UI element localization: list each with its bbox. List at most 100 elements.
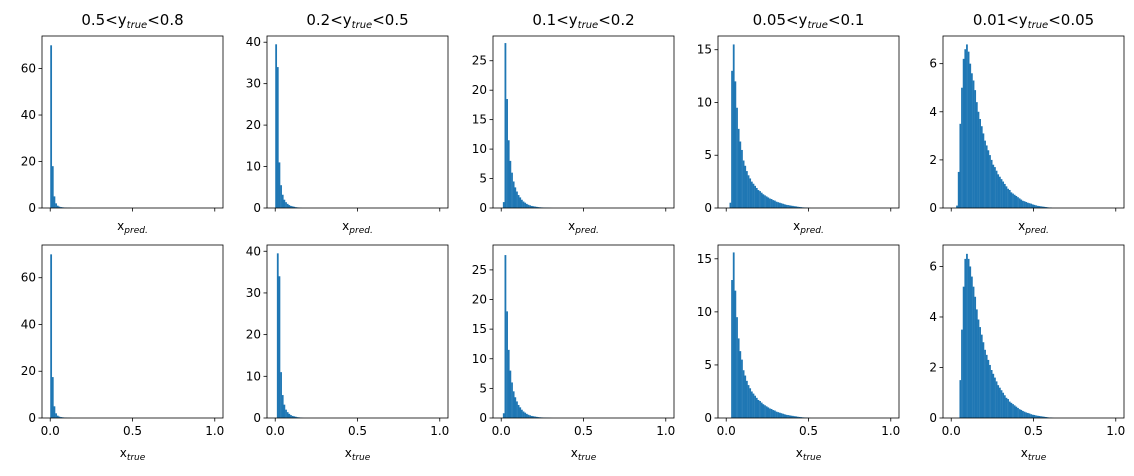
histogram-bar [1019, 198, 1021, 208]
histogram-bar [999, 177, 1001, 208]
histogram-bar [528, 415, 530, 418]
histogram-bar [1004, 184, 1006, 208]
histogram-bar [529, 415, 531, 418]
x-axis-label: xpred. [568, 219, 599, 236]
histogram-bar [987, 360, 989, 418]
y-tick-label: 5 [479, 381, 487, 395]
histogram-bar [511, 173, 513, 208]
histogram-bar [971, 73, 973, 208]
histogram-bar [1015, 407, 1017, 418]
subplot-title: 0.01<ytrue<0.05 [973, 11, 1094, 31]
histogram-bar [979, 119, 981, 208]
x-axis-label-base: x [568, 219, 575, 233]
axes-frame [493, 245, 674, 418]
histogram-bar [1014, 405, 1016, 418]
histogram-bar [772, 200, 774, 208]
histogram-bar [528, 205, 530, 208]
title-suffix: <0.8 [147, 11, 183, 29]
histogram-bar [785, 205, 787, 208]
x-tick-label: 0.0 [942, 424, 961, 438]
histogram-bar [784, 204, 786, 208]
histogram-bar [746, 171, 748, 208]
x-axis-label: xtrue [796, 446, 822, 463]
x-tick-label: 0.0 [492, 424, 511, 438]
histogram-bar [290, 415, 292, 418]
x-axis-label: xtrue [1021, 446, 1047, 463]
histogram-bar [779, 203, 781, 208]
histogram-bar [756, 398, 758, 418]
histogram-bar [964, 49, 966, 208]
histogram-bar [991, 370, 993, 418]
histogram-bar [1001, 390, 1003, 418]
y-tick-label: 30 [246, 286, 261, 300]
histogram-bar [999, 388, 1001, 418]
title-suffix: <0.2 [598, 11, 634, 29]
x-axis-label-subscript: pred. [799, 226, 824, 236]
histogram-bar [969, 266, 971, 418]
x-axis-label-base: x [345, 446, 352, 460]
histogram-bar [781, 413, 783, 418]
histogram-bar [741, 150, 743, 208]
histogram-bar [992, 374, 994, 418]
title-prefix: 0.1<y [532, 11, 577, 29]
histogram-bar [277, 253, 279, 418]
histogram-bar [767, 197, 769, 208]
histogram-bar [518, 195, 520, 208]
histogram-bar [1027, 203, 1029, 208]
y-tick-label: 20 [21, 155, 36, 169]
x-axis-label: xpred. [342, 219, 373, 236]
histogram-bar [971, 277, 973, 418]
subplot-title: 0.2<ytrue<0.5 [306, 11, 408, 31]
histogram-bar [505, 255, 507, 418]
histogram-bar [994, 167, 996, 208]
histogram-bar [736, 317, 738, 418]
y-tick-label: 15 [472, 113, 487, 127]
y-tick-label: 10 [246, 369, 261, 383]
histogram-bar [516, 401, 518, 418]
histogram-bar [1024, 412, 1026, 418]
histogram-bar [776, 412, 778, 418]
histogram-bar [756, 188, 758, 208]
histogram-bar [757, 400, 759, 418]
histogram-bar [961, 330, 963, 418]
histogram-bar [959, 124, 961, 208]
histogram-bar [282, 395, 284, 418]
histogram-bar [1006, 186, 1008, 208]
histogram-bar [759, 401, 761, 418]
y-tick-label: 0 [929, 201, 937, 215]
histogram-bar [981, 335, 983, 418]
histogram-bar [739, 142, 741, 208]
y-tick-label: 20 [472, 293, 487, 307]
histogram-bar [1020, 200, 1022, 208]
histogram-bar [1017, 197, 1019, 208]
histogram-bar [994, 378, 996, 418]
histogram-bar [1001, 179, 1003, 208]
histogram-bar [781, 203, 783, 208]
histogram-bar [54, 406, 56, 418]
histogram-bar [1032, 204, 1034, 208]
y-tick-label: 40 [21, 108, 36, 122]
histogram-bar [754, 396, 756, 418]
axes-frame [267, 36, 448, 208]
histogram-bar [506, 99, 508, 208]
axes-frame [493, 36, 674, 208]
histogram-bar [280, 372, 282, 418]
histogram-bar [958, 172, 960, 208]
histogram-bar [772, 410, 774, 418]
title-subscript: true [352, 20, 373, 31]
histogram-bar [984, 350, 986, 418]
histogram-bar [959, 380, 961, 418]
histogram-bar [966, 254, 968, 418]
histogram-bar [738, 129, 740, 208]
y-tick-label: 5 [704, 358, 712, 372]
histogram-bar [754, 186, 756, 208]
x-axis-label-subscript: true [352, 453, 371, 463]
y-tick-label: 10 [246, 160, 261, 174]
histogram-bar [769, 408, 771, 418]
x-tick-label: 0.5 [123, 424, 142, 438]
y-tick-label: 10 [697, 95, 712, 109]
